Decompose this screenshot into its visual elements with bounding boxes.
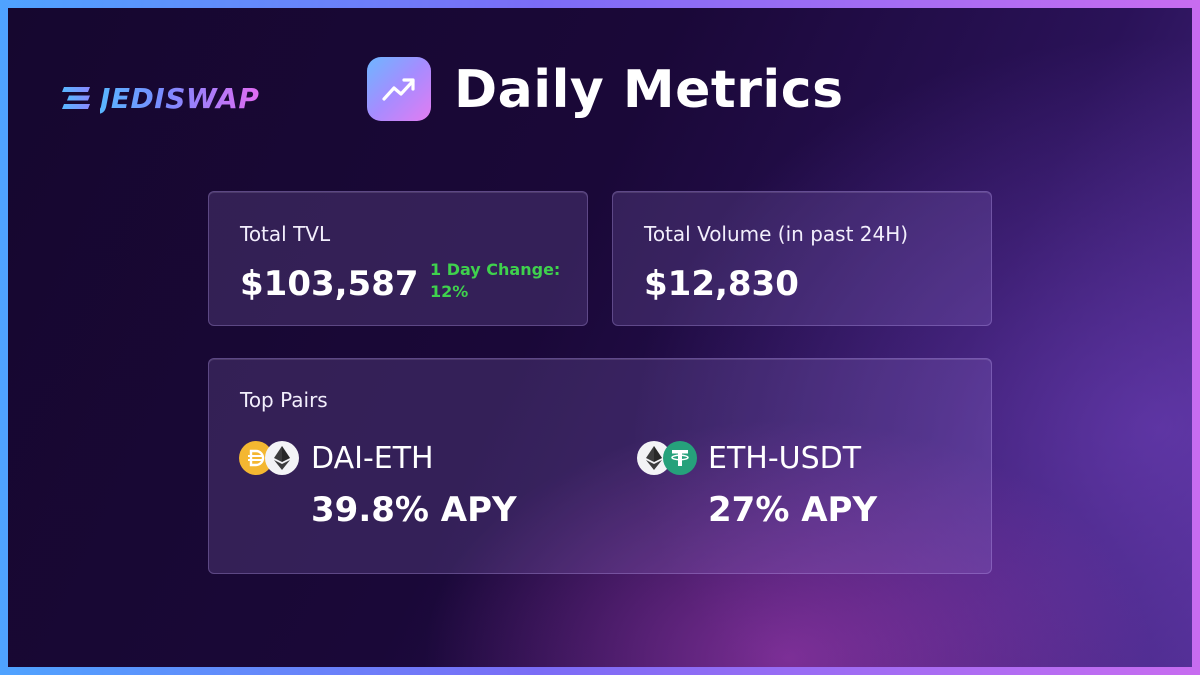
metrics-frame: JEDISWAP Daily Metrics Total TVL $103,58… bbox=[8, 8, 1192, 667]
tvl-change-label: 1 Day Change: bbox=[430, 260, 561, 279]
volume-label: Total Volume (in past 24H) bbox=[644, 222, 909, 246]
usdt-icon bbox=[663, 441, 697, 475]
dai-eth-pair-icons bbox=[239, 441, 303, 477]
pair-name-eth-usdt: ETH-USDT bbox=[708, 441, 862, 476]
top-pairs-card: Top Pairs DAI-ETH 39.8% APY bbox=[208, 358, 992, 574]
eth-icon bbox=[265, 441, 299, 475]
eth-icon bbox=[637, 441, 671, 475]
tvl-card: Total TVL $103,587 1 Day Change: 12% bbox=[208, 191, 588, 326]
tvl-label: Total TVL bbox=[240, 222, 331, 246]
top-pairs-label: Top Pairs bbox=[240, 388, 328, 412]
pair-apy-dai-eth: 39.8% APY bbox=[311, 490, 517, 530]
volume-value: $12,830 bbox=[644, 264, 799, 304]
tvl-value: $103,587 bbox=[240, 264, 419, 304]
volume-card: Total Volume (in past 24H) $12,830 bbox=[612, 191, 992, 326]
pair-apy-eth-usdt: 27% APY bbox=[708, 490, 878, 530]
pair-name-dai-eth: DAI-ETH bbox=[311, 441, 434, 476]
jediswap-logo-icon bbox=[62, 87, 90, 109]
trending-up-icon bbox=[367, 57, 431, 121]
tvl-change-value: 12% bbox=[430, 282, 469, 301]
jediswap-logo: JEDISWAP bbox=[60, 78, 259, 118]
page-title: Daily Metrics bbox=[454, 60, 844, 120]
logo-text: JEDISWAP bbox=[100, 81, 260, 115]
eth-usdt-pair-icons bbox=[637, 441, 701, 477]
